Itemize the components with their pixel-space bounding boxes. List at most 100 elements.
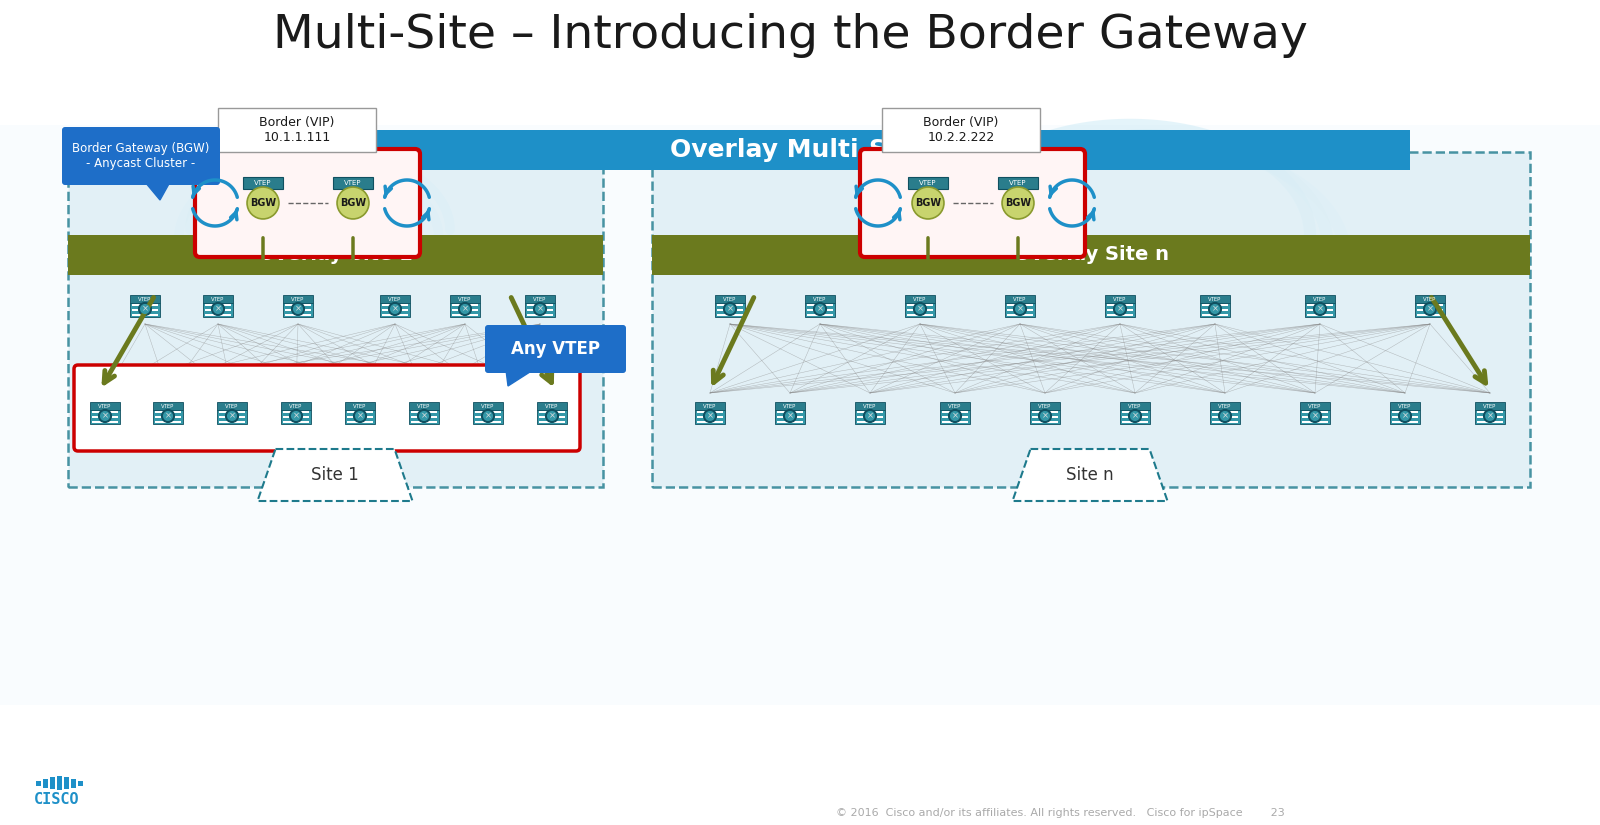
Bar bbox=[539, 411, 565, 413]
Text: ×: × bbox=[357, 412, 363, 421]
Bar bbox=[653, 152, 1530, 487]
Circle shape bbox=[227, 412, 237, 420]
Bar bbox=[450, 303, 480, 317]
Bar bbox=[186, 130, 1410, 170]
Bar bbox=[882, 108, 1040, 152]
Bar bbox=[1299, 403, 1330, 410]
Circle shape bbox=[459, 303, 472, 315]
Text: VTEP: VTEP bbox=[1128, 403, 1142, 408]
Circle shape bbox=[726, 304, 734, 314]
Bar bbox=[93, 416, 118, 418]
Text: VTEP: VTEP bbox=[914, 296, 926, 301]
Bar bbox=[1306, 303, 1334, 317]
Bar bbox=[805, 303, 835, 317]
Bar bbox=[155, 421, 181, 423]
Text: BGW: BGW bbox=[250, 198, 277, 208]
Bar bbox=[1306, 295, 1334, 303]
Bar bbox=[453, 304, 478, 306]
Bar bbox=[205, 314, 230, 316]
Bar bbox=[282, 410, 310, 424]
Circle shape bbox=[816, 304, 824, 314]
Bar bbox=[1200, 295, 1230, 303]
Bar bbox=[1030, 410, 1059, 424]
Text: Overlay Multi-Site: Overlay Multi-Site bbox=[670, 138, 925, 162]
Bar bbox=[78, 780, 83, 785]
Text: VTEP: VTEP bbox=[98, 403, 112, 408]
Text: VTEP: VTEP bbox=[723, 296, 736, 301]
Bar bbox=[1107, 309, 1133, 311]
Bar bbox=[1475, 410, 1506, 424]
Bar bbox=[382, 304, 408, 306]
Bar bbox=[450, 295, 480, 303]
Bar bbox=[205, 304, 230, 306]
Text: VTEP: VTEP bbox=[1038, 403, 1051, 408]
Circle shape bbox=[864, 409, 877, 422]
Bar bbox=[1032, 411, 1058, 413]
Circle shape bbox=[101, 412, 109, 420]
Bar bbox=[346, 410, 374, 424]
Circle shape bbox=[784, 409, 797, 422]
Circle shape bbox=[354, 409, 366, 422]
Bar bbox=[93, 411, 118, 413]
Bar bbox=[67, 235, 603, 275]
Text: VTEP: VTEP bbox=[254, 180, 272, 186]
Bar bbox=[1030, 403, 1059, 410]
Bar bbox=[382, 314, 408, 316]
FancyBboxPatch shape bbox=[485, 325, 626, 373]
Bar bbox=[131, 309, 158, 311]
Text: ×: × bbox=[214, 304, 221, 314]
Bar bbox=[854, 410, 885, 424]
Bar bbox=[1202, 309, 1229, 311]
Text: ×: × bbox=[787, 412, 794, 421]
Text: VTEP: VTEP bbox=[1208, 296, 1222, 301]
Bar bbox=[1122, 421, 1149, 423]
Bar bbox=[717, 304, 742, 306]
Bar bbox=[1120, 403, 1150, 410]
Bar bbox=[806, 304, 834, 306]
Bar bbox=[1213, 421, 1238, 423]
Bar bbox=[906, 303, 934, 317]
Bar bbox=[1392, 411, 1418, 413]
Circle shape bbox=[547, 412, 557, 420]
Bar bbox=[1107, 304, 1133, 306]
Bar bbox=[1414, 303, 1445, 317]
Bar bbox=[381, 295, 410, 303]
Bar bbox=[805, 295, 835, 303]
Bar bbox=[1032, 416, 1058, 418]
Bar bbox=[283, 295, 314, 303]
Bar bbox=[942, 416, 968, 418]
Bar bbox=[1202, 314, 1229, 316]
Text: ×: × bbox=[1317, 304, 1323, 314]
Text: ×: × bbox=[421, 412, 427, 421]
Circle shape bbox=[723, 303, 736, 315]
Bar bbox=[453, 309, 478, 311]
Bar bbox=[1390, 410, 1421, 424]
Text: VTEP: VTEP bbox=[458, 296, 472, 301]
Bar bbox=[778, 411, 803, 413]
Text: VTEP: VTEP bbox=[211, 296, 224, 301]
Bar bbox=[131, 304, 158, 306]
Text: VTEP: VTEP bbox=[704, 403, 717, 408]
Text: ×: × bbox=[141, 304, 149, 314]
Text: ×: × bbox=[461, 304, 469, 314]
Bar bbox=[155, 411, 181, 413]
Bar bbox=[694, 410, 725, 424]
Text: ×: × bbox=[707, 412, 714, 421]
Text: VTEP: VTEP bbox=[533, 296, 547, 301]
Bar bbox=[1122, 411, 1149, 413]
Bar bbox=[218, 403, 246, 410]
Bar bbox=[1106, 295, 1134, 303]
Text: ×: × bbox=[1427, 304, 1434, 314]
Text: VTEP: VTEP bbox=[1483, 403, 1496, 408]
Bar bbox=[526, 304, 554, 306]
Bar bbox=[1299, 410, 1330, 424]
Polygon shape bbox=[258, 449, 413, 501]
Bar bbox=[1392, 416, 1418, 418]
Bar bbox=[942, 421, 968, 423]
Circle shape bbox=[1486, 412, 1494, 420]
Text: ×: × bbox=[952, 412, 958, 421]
Text: ×: × bbox=[1312, 412, 1318, 421]
Text: © 2016  Cisco and/or its affiliates. All rights reserved.   Cisco for ipSpace   : © 2016 Cisco and/or its affiliates. All … bbox=[835, 808, 1285, 818]
Text: VTEP: VTEP bbox=[226, 403, 238, 408]
Circle shape bbox=[536, 304, 544, 314]
